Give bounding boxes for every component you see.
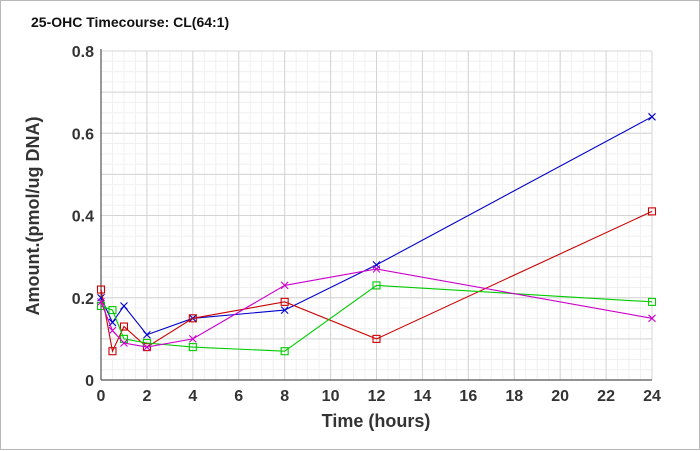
axes	[100, 49, 652, 381]
x-axis-label: Time (hours)	[322, 411, 431, 431]
data-point	[280, 297, 289, 306]
series-layer	[96, 112, 657, 356]
x-tick-label: 2	[142, 388, 151, 405]
data-point	[120, 339, 128, 347]
y-axis-label: Amount.(pmol/ug DNA)	[23, 117, 43, 316]
y-tick-label: 0.8	[72, 44, 94, 61]
data-point	[372, 265, 381, 273]
x-tick-label: 24	[643, 388, 661, 405]
data-point	[143, 343, 151, 351]
series-2	[96, 207, 657, 356]
data-point	[188, 314, 197, 323]
data-point	[119, 322, 129, 331]
series-line	[100, 284, 653, 352]
data-point	[119, 334, 129, 343]
x-tick-label: 22	[597, 388, 615, 405]
y-tick-label: 0	[85, 373, 94, 390]
data-point	[108, 347, 117, 356]
x-tick-label: 14	[414, 388, 432, 405]
y-tick-label: 0.4	[72, 209, 94, 226]
series-4	[97, 265, 656, 351]
x-tick-label: 20	[551, 388, 569, 405]
data-point	[648, 112, 656, 121]
series-1	[97, 112, 656, 339]
data-point	[142, 338, 151, 348]
data-point	[108, 306, 117, 315]
grid	[100, 50, 653, 381]
data-point	[142, 343, 151, 352]
series-line	[100, 116, 653, 336]
x-tick-label: 6	[234, 388, 243, 405]
data-point	[97, 297, 105, 306]
data-point	[280, 347, 289, 356]
data-point	[280, 281, 289, 290]
data-point	[647, 297, 657, 306]
data-point	[143, 330, 151, 339]
data-point	[280, 306, 289, 314]
x-tick-labels: 0 2 4 6 8 10 12 14 16 18 20 22 24	[97, 388, 661, 405]
x-tick-label: 10	[322, 388, 340, 405]
data-point	[188, 343, 197, 352]
data-point	[648, 314, 656, 323]
data-point	[372, 281, 381, 290]
x-tick-label: 18	[505, 388, 523, 405]
y-tick-labels: 0 0.2 0.4 0.6 0.8	[72, 44, 94, 390]
data-point	[372, 334, 381, 343]
data-point	[188, 334, 197, 343]
data-point	[120, 302, 128, 310]
x-tick-label: 0	[97, 388, 106, 405]
y-tick-label: 0.6	[72, 126, 94, 143]
chart-title: 25-OHC Timecourse: CL(64:1)	[31, 14, 229, 30]
data-point	[96, 285, 106, 294]
data-point	[108, 326, 117, 335]
x-tick-label: 8	[280, 388, 289, 405]
y-tick-label: 0.2	[72, 291, 94, 308]
x-tick-label: 16	[459, 388, 477, 405]
x-tick-label: 4	[188, 388, 197, 405]
data-point	[647, 207, 657, 216]
x-tick-label: 12	[368, 388, 386, 405]
series-line	[100, 210, 653, 354]
